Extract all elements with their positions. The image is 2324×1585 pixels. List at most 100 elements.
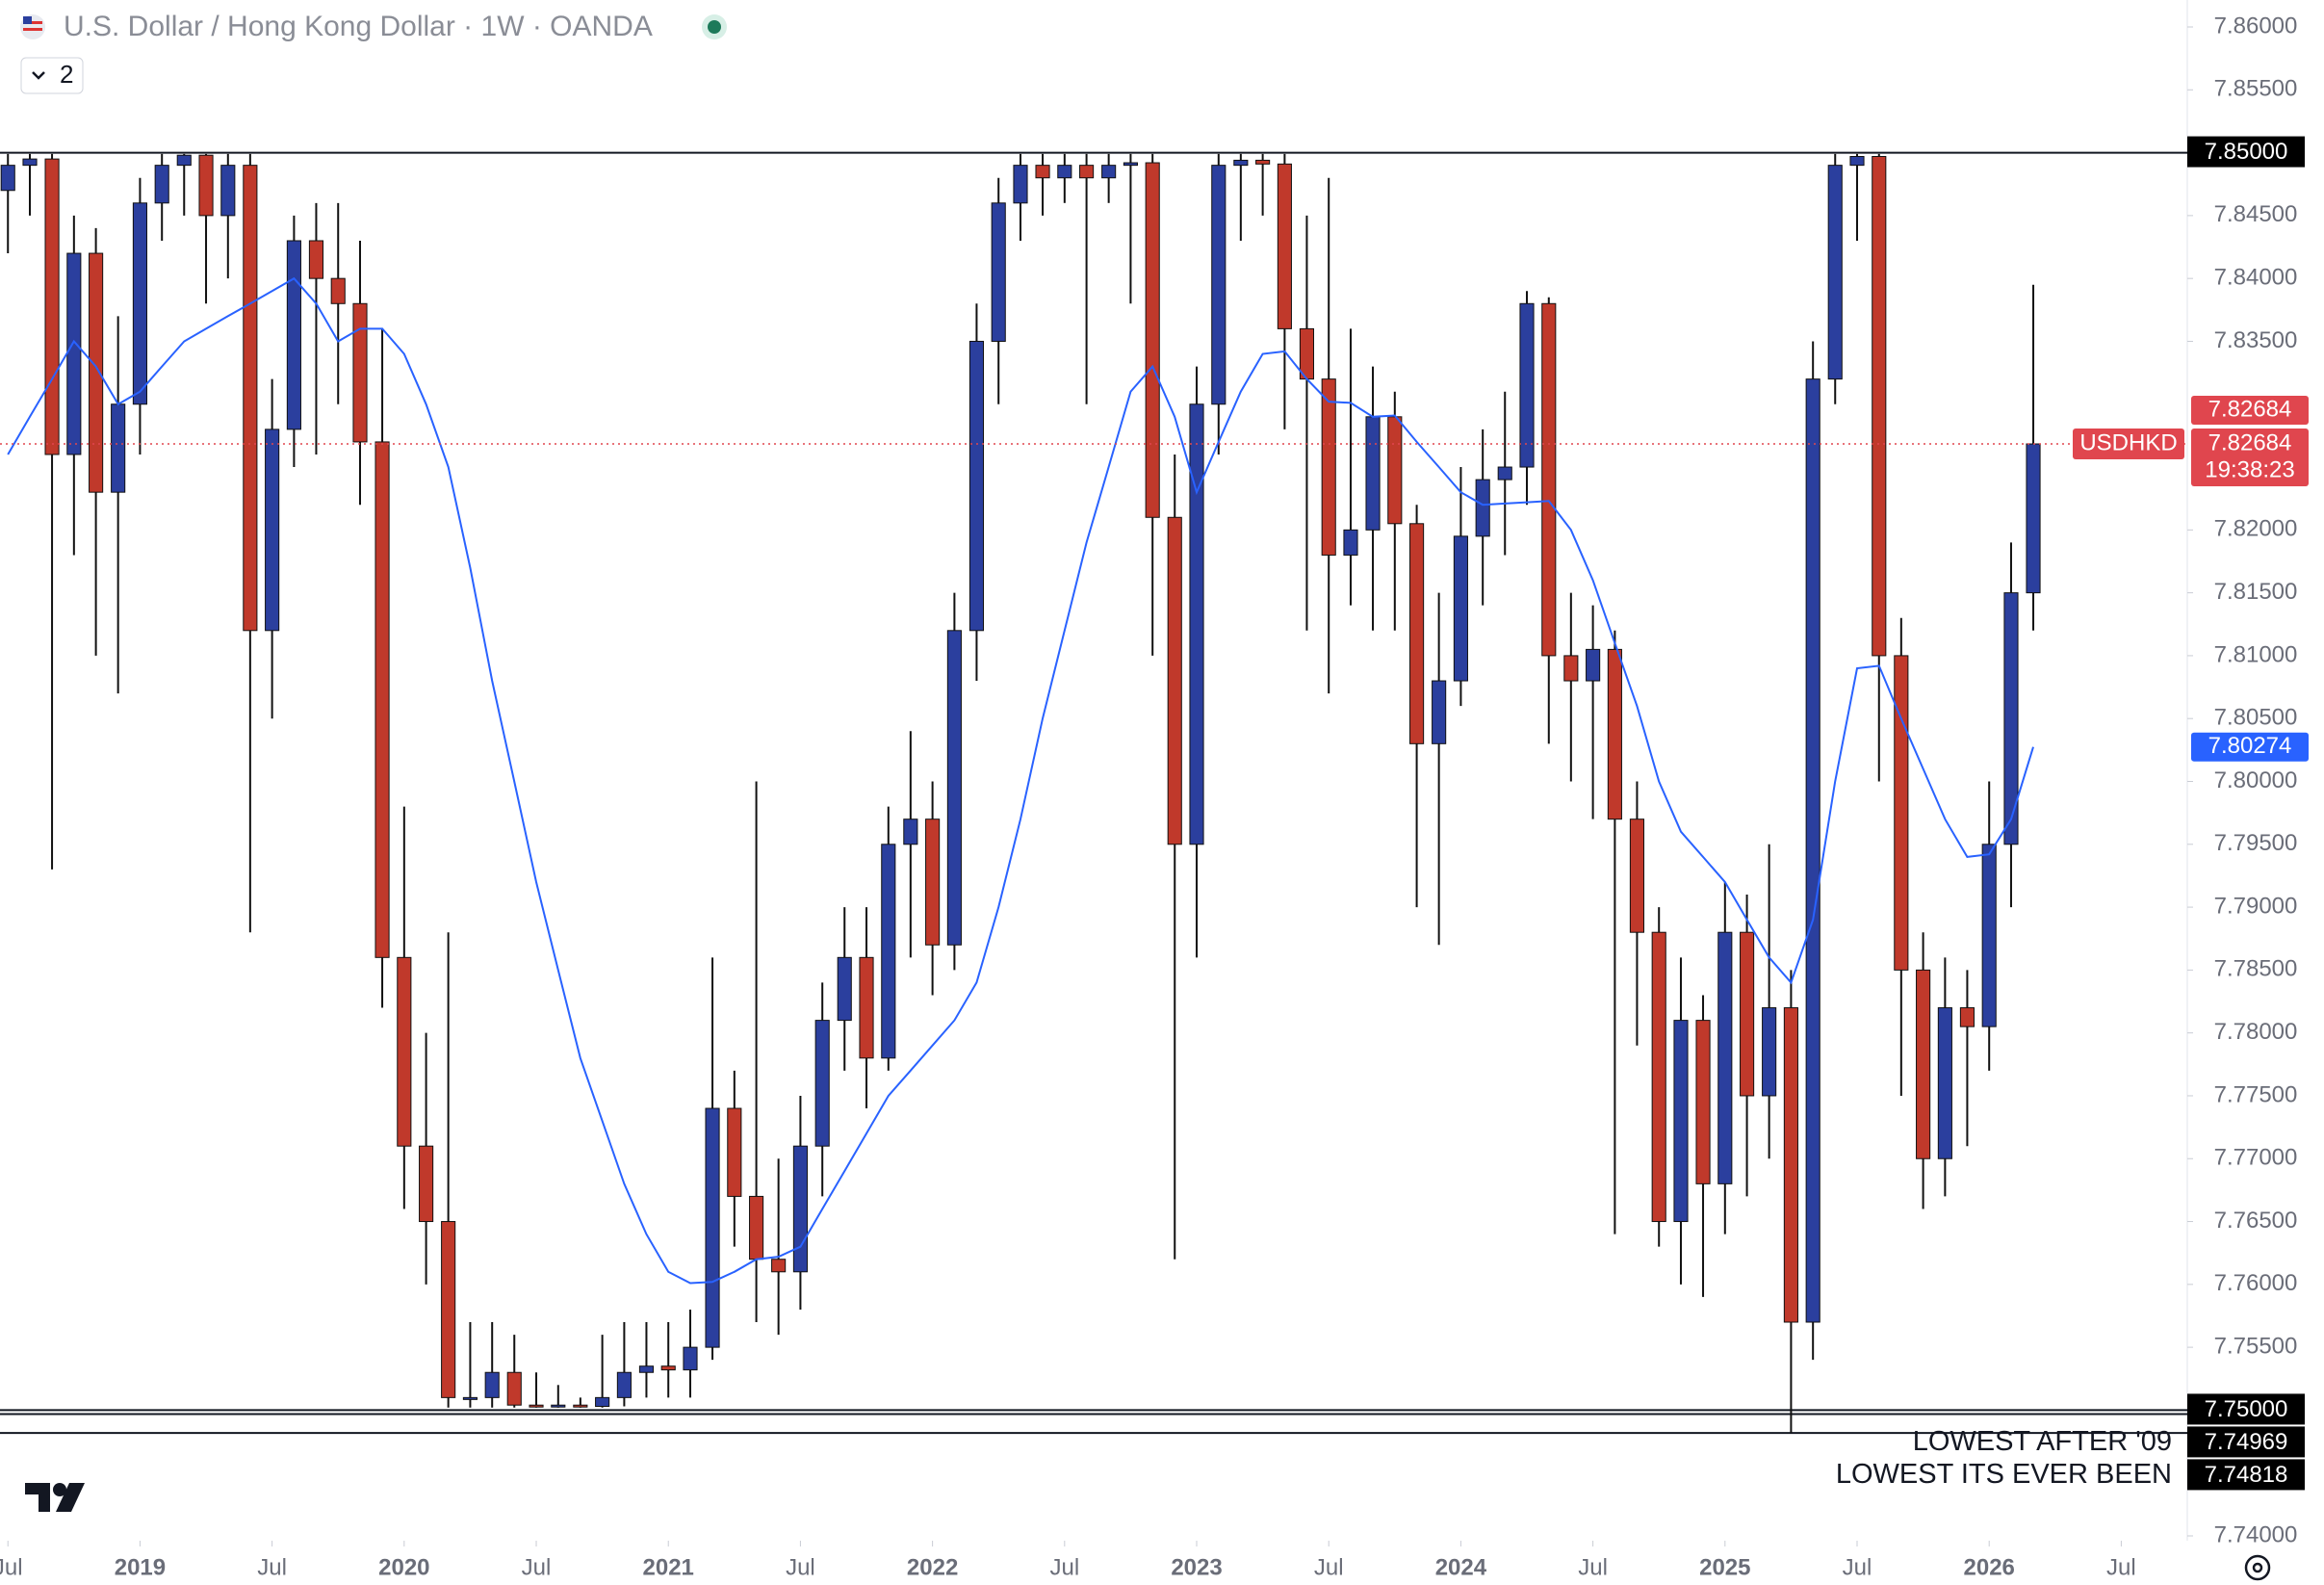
annotation: LOWEST AFTER '09	[1913, 1426, 2172, 1457]
candle-body	[1894, 655, 1909, 971]
candle-body	[1211, 165, 1227, 405]
y-tick-label: 7.86000	[2214, 13, 2298, 39]
y-tick-label: 7.78500	[2214, 956, 2298, 982]
x-tick-label: Jul	[522, 1554, 552, 1580]
candle-body	[1740, 931, 1755, 1097]
x-tick-label: 2020	[378, 1554, 429, 1580]
candle-body	[1916, 969, 1931, 1159]
flag-stripe	[23, 21, 42, 24]
candle-body	[1717, 931, 1733, 1184]
settings-icon-core	[2252, 1562, 2263, 1573]
collapse-button[interactable]	[20, 57, 84, 94]
candle-body	[1805, 378, 1820, 1323]
logo-part	[56, 1483, 85, 1512]
candle-body	[595, 1396, 610, 1407]
annotation: LOWEST ITS EVER BEEN	[1836, 1459, 2172, 1490]
candle-body	[1432, 680, 1447, 744]
candle-body	[1123, 162, 1138, 167]
candle-body	[397, 956, 412, 1147]
candle-body	[1959, 1007, 1975, 1027]
candle-body	[1849, 156, 1865, 167]
y-tick-label: 7.74000	[2214, 1521, 2298, 1547]
candle-body	[441, 1221, 456, 1398]
price-tag	[2187, 1393, 2305, 1425]
candle-body	[0, 165, 15, 192]
y-tick-label: 7.83500	[2214, 327, 2298, 353]
candle-body	[132, 202, 147, 405]
x-tick-label: Jul	[1314, 1554, 1344, 1580]
candle-body	[1586, 648, 1601, 682]
candle-body	[176, 154, 192, 167]
candle-body	[1872, 156, 1887, 657]
y-tick-label: 7.77500	[2214, 1081, 2298, 1107]
x-tick-label: Jul	[257, 1554, 287, 1580]
candle-body	[1695, 1020, 1711, 1184]
candle-body	[1937, 1007, 1952, 1159]
candle-body	[352, 302, 368, 443]
candle-body	[198, 154, 214, 217]
candle-body	[1409, 523, 1425, 744]
chevron-icon	[32, 71, 45, 80]
candle-body	[616, 1371, 632, 1398]
flag-canton	[23, 16, 32, 24]
candle-body	[771, 1259, 787, 1273]
candle-body	[462, 1396, 478, 1400]
candle-body	[1189, 403, 1204, 845]
candle-body	[308, 240, 324, 279]
price-tag-label: 7.85000	[2205, 139, 2288, 165]
symbol-tag	[2073, 429, 2184, 460]
x-tick-label: 2025	[1699, 1554, 1750, 1580]
candle-body	[881, 844, 896, 1059]
header: U.S. Dollar / Hong Kong Dollar · 1W · OA…	[20, 11, 727, 94]
candle-body	[1607, 648, 1622, 820]
candle-body	[2003, 592, 2019, 845]
candle-body	[1827, 165, 1843, 380]
candle-body	[1035, 165, 1050, 179]
candle-body	[1365, 416, 1381, 531]
y-tick-label: 7.85500	[2214, 76, 2298, 102]
candle-body	[374, 441, 390, 958]
x-tick-label: 2024	[1435, 1554, 1487, 1580]
y-tick-label: 7.84000	[2214, 265, 2298, 291]
candle-body	[1519, 302, 1535, 468]
settings-button[interactable]	[2244, 1554, 2271, 1581]
y-tick-label: 7.76000	[2214, 1270, 2298, 1296]
candle-body	[1013, 165, 1028, 204]
candle-body	[1145, 162, 1160, 518]
candle-body	[154, 165, 169, 204]
candle-body	[529, 1404, 544, 1408]
candle-body	[330, 277, 346, 304]
y-tick-label: 7.80000	[2214, 767, 2298, 793]
candle-body	[925, 818, 941, 946]
x-tick-label: 2022	[907, 1554, 958, 1580]
candle-body	[638, 1365, 655, 1373]
indicator-count: 2	[60, 60, 73, 89]
x-tick-label: Jul	[2106, 1554, 2136, 1580]
candle-body	[1475, 479, 1490, 537]
price-tag-label: 7.74969	[2205, 1429, 2288, 1455]
candle-body	[792, 1145, 808, 1273]
candle-body	[1233, 159, 1249, 167]
candle-body	[506, 1371, 522, 1406]
candle-body	[1762, 1007, 1777, 1097]
candle-body	[991, 202, 1006, 342]
y-tick-label: 7.81500	[2214, 579, 2298, 605]
candle-body	[66, 252, 82, 455]
candle-body	[111, 403, 126, 493]
candle-body	[1453, 535, 1468, 682]
x-tick-label: 2023	[1171, 1554, 1222, 1580]
price-tag	[2187, 136, 2305, 168]
price-tag-label: 7.82684	[2208, 429, 2292, 455]
candle-body	[265, 429, 280, 632]
y-tick-label: 7.75500	[2214, 1333, 2298, 1359]
candle-body	[1277, 163, 1292, 329]
countdown-label: 19:38:23	[2205, 456, 2294, 482]
x-tick-label: 2019	[115, 1554, 166, 1580]
x-tick-label: 2026	[1964, 1554, 2015, 1580]
candle-body	[551, 1404, 566, 1408]
x-tick-label: Jul	[786, 1554, 815, 1580]
y-tick-label: 7.76500	[2214, 1208, 2298, 1234]
candle-body	[946, 630, 962, 946]
